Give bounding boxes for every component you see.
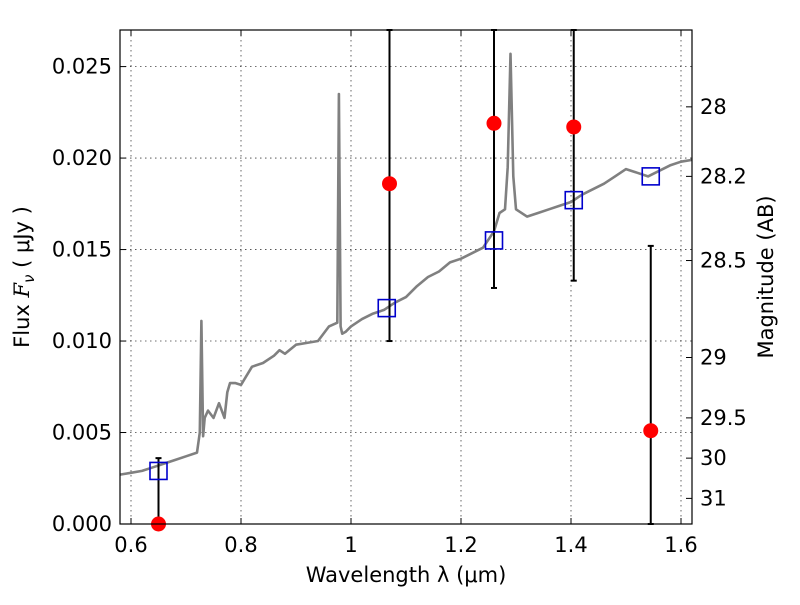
x-tick-label: 1.6 bbox=[664, 533, 697, 557]
y-tick-label: 0.005 bbox=[52, 421, 112, 445]
plot-frame bbox=[119, 29, 693, 525]
x-axis-title: Wavelength λ (μm) bbox=[306, 563, 507, 587]
y2-tick-label: 28.5 bbox=[700, 249, 747, 273]
y2-tick-label: 30 bbox=[700, 446, 727, 470]
y2-tick-label: 31 bbox=[700, 486, 727, 510]
observed-point bbox=[382, 176, 397, 192]
y2-tick-label: 29 bbox=[700, 346, 727, 370]
model-point bbox=[149, 461, 168, 481]
axes: 0.6 0.8 1 1.2 1.4 1.6 0.000 0.005 0.010 0.015 0.02… bbox=[52, 30, 747, 557]
y2-tick-label: 29.5 bbox=[700, 406, 747, 430]
observed-point bbox=[566, 119, 582, 135]
y-axis-title-var: F bbox=[10, 282, 34, 299]
y-axis-title-prefix: Flux bbox=[10, 298, 34, 348]
x-tick-label: 0.8 bbox=[224, 533, 257, 557]
model-point bbox=[377, 298, 397, 318]
x-tick-label: 1.2 bbox=[444, 533, 477, 557]
y-tick-label: 0.015 bbox=[52, 238, 112, 262]
model-point bbox=[641, 167, 661, 186]
model-points-layer bbox=[149, 167, 661, 481]
y-tick-label: 0.000 bbox=[52, 512, 112, 536]
y-tick-label: 0.010 bbox=[52, 329, 112, 353]
y2-tick-label: 28 bbox=[700, 95, 727, 119]
x-tick-label: 1.4 bbox=[554, 533, 587, 557]
y-axis-title-suffix: ( μJy ) bbox=[10, 206, 34, 274]
y-tick-label: 0.025 bbox=[52, 55, 112, 79]
y-tick-label: 0.020 bbox=[52, 146, 112, 170]
observed-point bbox=[486, 115, 502, 131]
y2-axis-title: Magnitude (AB) bbox=[754, 195, 778, 358]
model-point bbox=[564, 190, 584, 210]
x-tick-label: 1 bbox=[344, 533, 357, 557]
model-point bbox=[484, 231, 504, 250]
observed-point bbox=[643, 423, 659, 439]
y-axis-title: Flux Fν ( μJy ) bbox=[10, 206, 38, 348]
y-axis-title-sub: ν bbox=[20, 275, 38, 283]
y2-tick-label: 28.2 bbox=[700, 164, 747, 188]
x-tick-label: 0.6 bbox=[114, 533, 147, 557]
